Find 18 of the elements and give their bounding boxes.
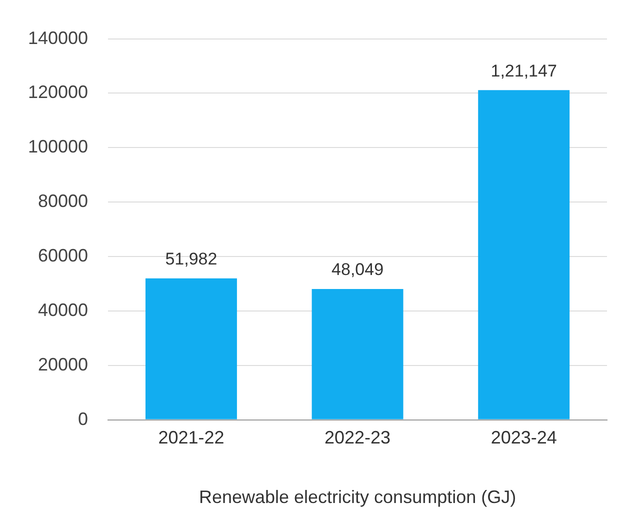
bar bbox=[312, 289, 404, 420]
x-tick-label: 2021-22 bbox=[158, 428, 224, 448]
x-axis-title: Renewable electricity consumption (GJ) bbox=[198, 487, 516, 508]
y-tick-label: 120000 bbox=[28, 82, 88, 102]
data-label: 1,21,147 bbox=[490, 61, 557, 80]
data-label: 51,982 bbox=[165, 250, 218, 269]
y-tick-label: 60000 bbox=[38, 245, 88, 266]
y-tick-label: 40000 bbox=[38, 300, 88, 320]
x-tick-label: 2022-23 bbox=[324, 428, 391, 448]
y-tick-label: 100000 bbox=[28, 136, 88, 157]
bar bbox=[478, 90, 570, 420]
y-tick-label: 80000 bbox=[38, 191, 88, 212]
y-tick-label: 140000 bbox=[28, 28, 88, 48]
y-tick-label: 20000 bbox=[38, 354, 88, 374]
bar bbox=[145, 278, 237, 420]
x-tick-label: 2023-24 bbox=[490, 428, 557, 448]
data-label: 48,049 bbox=[332, 260, 384, 280]
y-tick-label: 0 bbox=[78, 408, 88, 429]
